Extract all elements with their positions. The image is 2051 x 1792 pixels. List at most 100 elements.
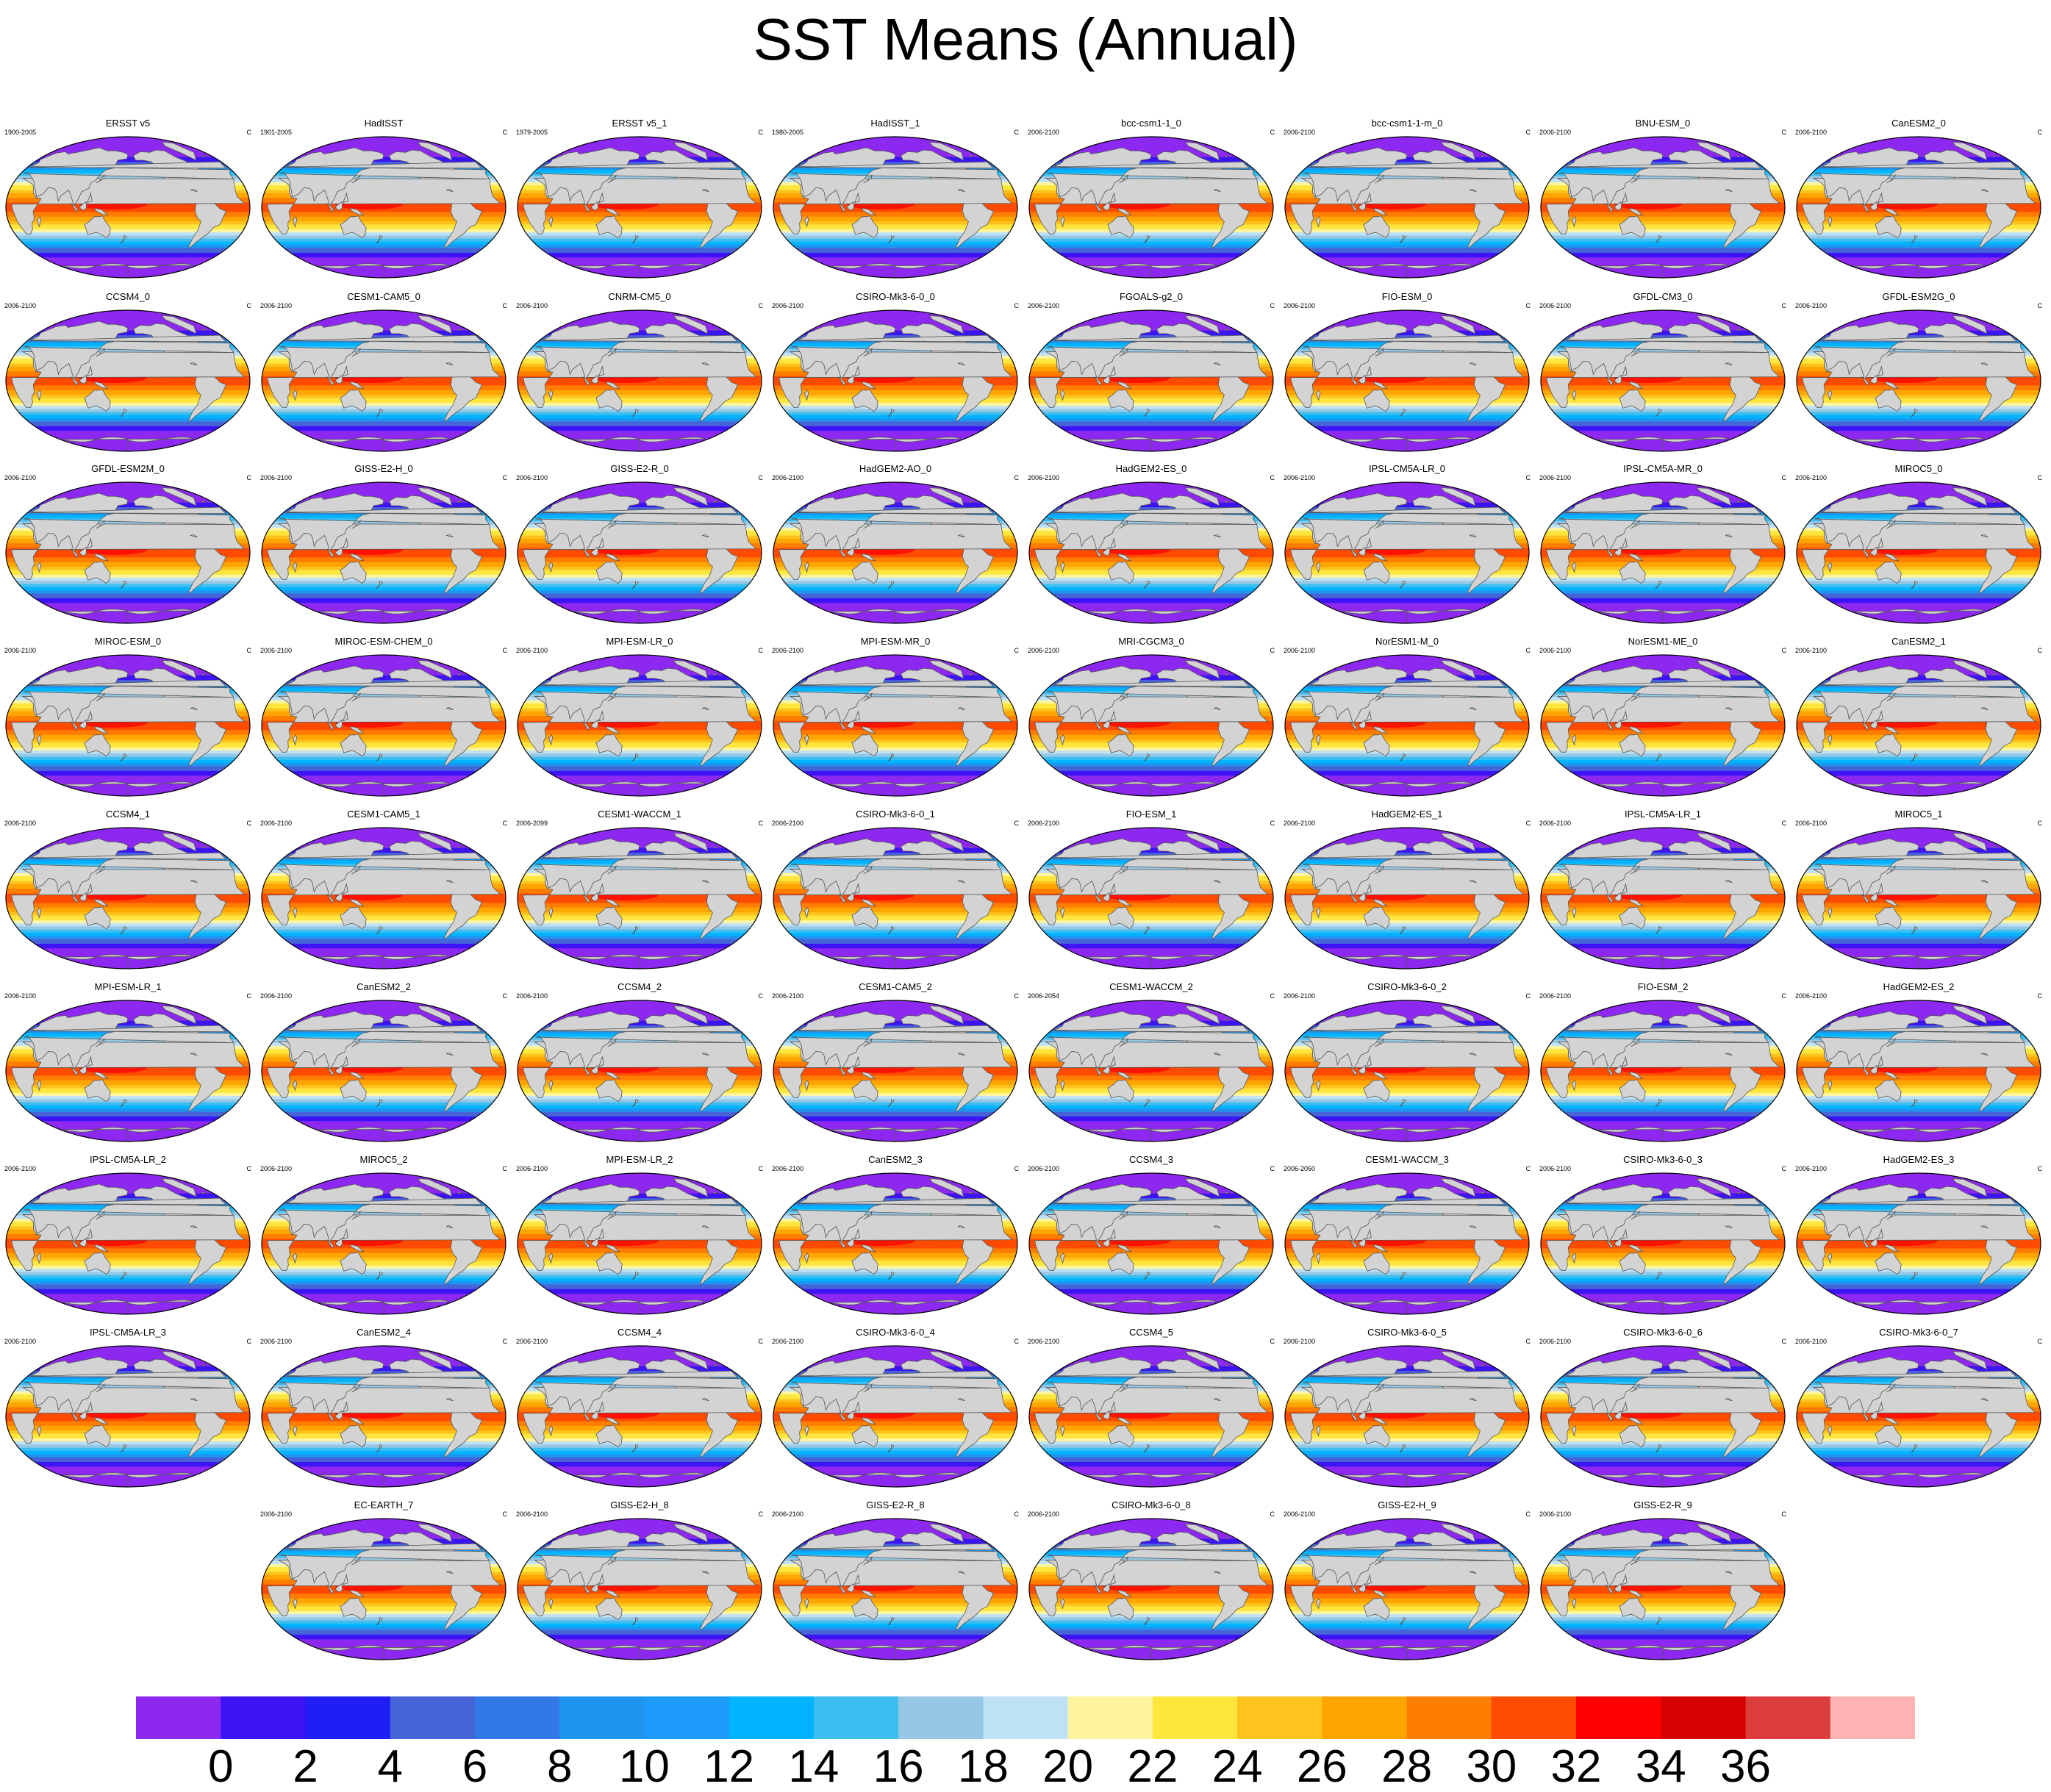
sst-map xyxy=(515,997,765,1153)
panel-title: FGOALS-g2_0 xyxy=(1026,291,1276,303)
sst-map xyxy=(770,825,1020,981)
panel-title: CESM1-CAM5_1 xyxy=(259,809,509,820)
panel-title: IPSL-CM5A-LR_0 xyxy=(1282,463,1532,475)
panel-title: CESM1-CAM5_2 xyxy=(770,981,1020,993)
panel-title: CSIRO-Mk3-6-0_1 xyxy=(770,809,1020,820)
panel-title: bcc-csm1-1_0 xyxy=(1026,118,1276,129)
panel-title: CESM1-CAM5_0 xyxy=(259,291,509,303)
sst-map xyxy=(1538,134,1788,290)
panel-title: MIROC-ESM-CHEM_0 xyxy=(259,636,509,648)
panel-title: NorESM1-ME_0 xyxy=(1538,636,1788,648)
panel-title: MPI-ESM-LR_0 xyxy=(515,636,765,648)
figure-title: SST Means (Annual) xyxy=(0,3,2051,76)
sst-map xyxy=(259,134,509,290)
sst-map xyxy=(1282,134,1532,290)
panel-title: FIO-ESM_1 xyxy=(1026,809,1276,820)
sst-map xyxy=(3,652,253,808)
panel-title: CanESM2_0 xyxy=(1794,118,2044,129)
sst-map xyxy=(1538,479,1788,635)
sst-map xyxy=(770,134,1020,290)
sst-map xyxy=(1794,134,2044,290)
panel-title: bcc-csm1-1-m_0 xyxy=(1282,118,1532,129)
panel-title: HadGEM2-AO_0 xyxy=(770,463,1020,475)
sst-map xyxy=(1026,825,1276,981)
sst-map xyxy=(259,307,509,463)
panel-title: MIROC5_1 xyxy=(1794,809,2044,820)
panel-title: MPI-ESM-MR_0 xyxy=(770,636,1020,648)
sst-map xyxy=(259,997,509,1153)
sst-map xyxy=(1026,134,1276,290)
panel-title: GFDL-ESM2M_0 xyxy=(3,463,253,475)
sst-map xyxy=(1282,479,1532,635)
panel-title: MPI-ESM-LR_1 xyxy=(3,981,253,993)
panel-title: MIROC5_0 xyxy=(1794,463,2044,475)
panel-title: HadGEM2-ES_0 xyxy=(1026,463,1276,475)
sst-map xyxy=(1538,825,1788,981)
sst-map xyxy=(770,997,1020,1153)
panel-title: GFDL-ESM2G_0 xyxy=(1794,291,2044,303)
sst-map xyxy=(1026,652,1276,808)
sst-map xyxy=(770,307,1020,463)
sst-map xyxy=(1794,652,2044,808)
panel-title: ERSST v5_1 xyxy=(515,118,765,129)
sst-map xyxy=(770,652,1020,808)
sst-map xyxy=(770,479,1020,635)
sst-map xyxy=(1026,307,1276,463)
panel-title: CNRM-CM5_0 xyxy=(515,291,765,303)
panel-title: CSIRO-Mk3-6-0_0 xyxy=(770,291,1020,303)
sst-map xyxy=(1282,652,1532,808)
panel-title: MIROC-ESM_0 xyxy=(3,636,253,648)
panel-title: CCSM4_1 xyxy=(3,809,253,820)
panel-title: HadISST_1 xyxy=(770,118,1020,129)
panel-title: NorESM1-M_0 xyxy=(1282,636,1532,648)
sst-map xyxy=(1282,825,1532,981)
panel-title: GISS-E2-H_0 xyxy=(259,463,509,475)
panel-title: ERSST v5 xyxy=(3,118,253,129)
panel-title: GFDL-CM3_0 xyxy=(1538,291,1788,303)
panel-title: CCSM4_2 xyxy=(515,981,765,993)
panel-title: CCSM4_0 xyxy=(3,291,253,303)
sst-map xyxy=(515,652,765,808)
sst-map xyxy=(1538,307,1788,463)
sst-map xyxy=(515,307,765,463)
panel-title: BNU-ESM_0 xyxy=(1538,118,1788,129)
sst-map xyxy=(515,825,765,981)
sst-map xyxy=(515,134,765,290)
sst-map xyxy=(3,825,253,981)
panel-title: CanESM2_1 xyxy=(1794,636,2044,648)
panel-title: FIO-ESM_0 xyxy=(1282,291,1532,303)
sst-map xyxy=(1026,479,1276,635)
sst-map xyxy=(1282,307,1532,463)
